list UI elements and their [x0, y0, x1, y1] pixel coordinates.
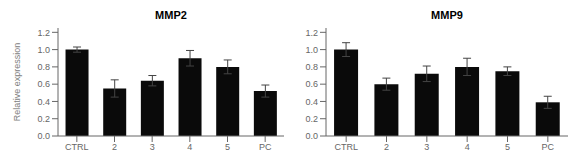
svg-text:4: 4 — [187, 142, 192, 152]
svg-text:Relative expression: Relative expression — [12, 43, 22, 122]
svg-text:5: 5 — [225, 142, 230, 152]
svg-text:0.2: 0.2 — [305, 114, 318, 124]
svg-text:PC: PC — [259, 142, 272, 152]
html-text:MMP2: MMP2 — [155, 9, 187, 21]
svg-text:2: 2 — [384, 142, 389, 152]
svg-text:0.8: 0.8 — [37, 62, 50, 72]
svg-text:1.2: 1.2 — [305, 28, 318, 38]
svg-text:CTRL: CTRL — [65, 142, 89, 152]
svg-text:CTRL: CTRL — [334, 142, 358, 152]
svg-text:3: 3 — [150, 142, 155, 152]
svg-text:3: 3 — [424, 142, 429, 152]
svg-text:1.0: 1.0 — [37, 45, 50, 55]
html-text:MMP9: MMP9 — [431, 9, 463, 21]
svg-text:0.6: 0.6 — [37, 79, 50, 89]
svg-text:1.0: 1.0 — [305, 45, 318, 55]
svg-text:PC: PC — [542, 142, 555, 152]
svg-text:2: 2 — [112, 142, 117, 152]
svg-text:0.4: 0.4 — [37, 97, 50, 107]
svg-text:1.2: 1.2 — [37, 28, 50, 38]
svg-text:0.8: 0.8 — [305, 62, 318, 72]
svg-text:0.6: 0.6 — [305, 79, 318, 89]
svg-text:5: 5 — [505, 142, 510, 152]
svg-text:0.0: 0.0 — [37, 131, 50, 141]
svg-text:0.0: 0.0 — [305, 131, 318, 141]
svg-text:0.2: 0.2 — [37, 114, 50, 124]
svg-text:0.4: 0.4 — [305, 97, 318, 107]
svg-text:4: 4 — [465, 142, 470, 152]
